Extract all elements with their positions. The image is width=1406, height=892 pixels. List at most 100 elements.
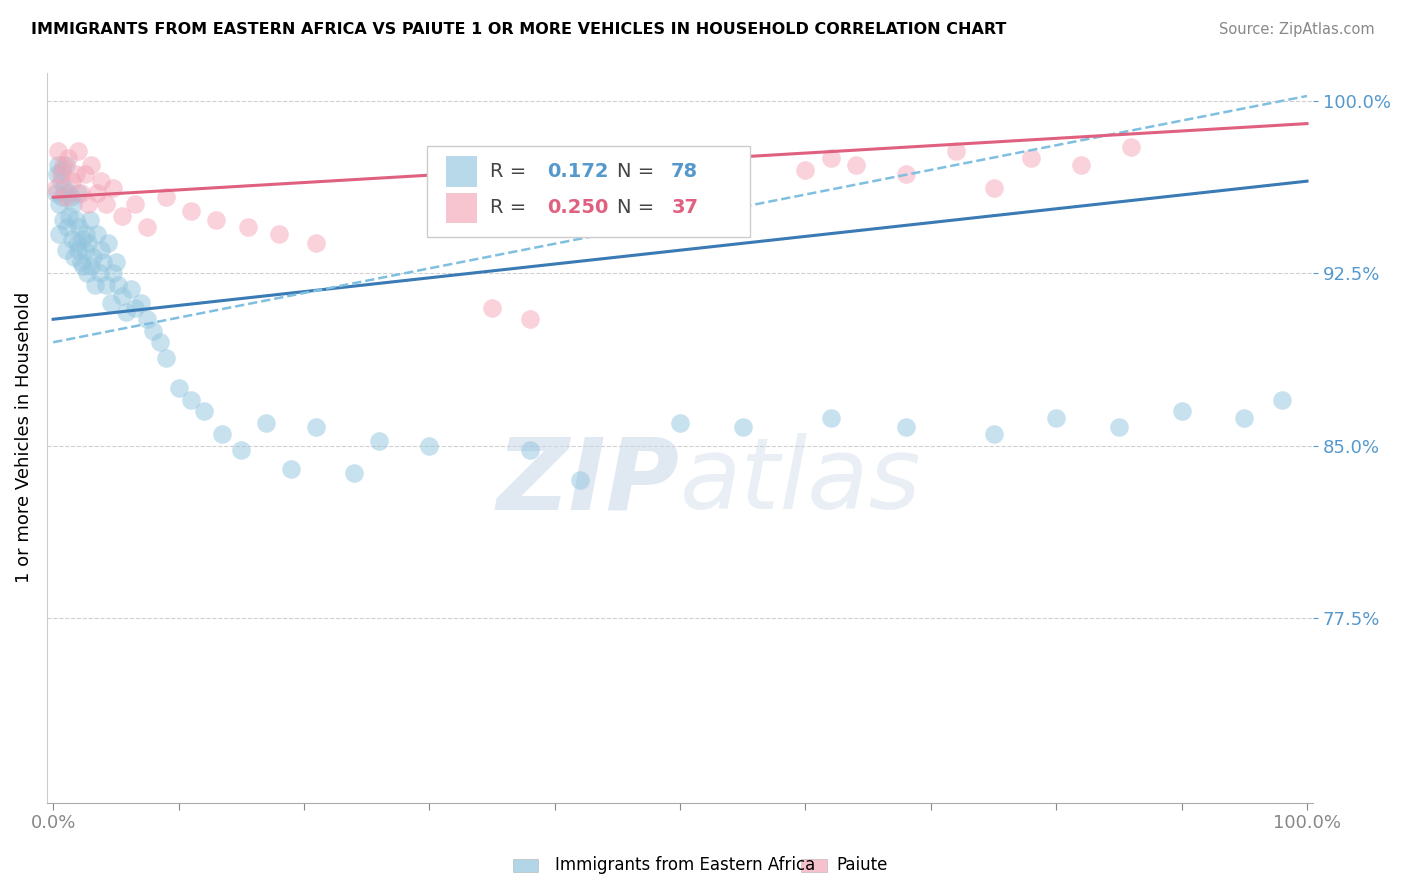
Point [51, 162, 73, 177]
Point [368, 434, 391, 449]
Point [120, 282, 142, 296]
Point [67, 186, 90, 200]
Point [794, 162, 817, 177]
Point [52, 158, 75, 172]
Point [519, 443, 541, 458]
Point [983, 427, 1005, 442]
Point [103, 266, 125, 280]
Point [267, 227, 290, 241]
Point [1233, 411, 1256, 425]
Point [305, 420, 328, 434]
Point [731, 420, 754, 434]
Point [1121, 139, 1143, 153]
Point [58, 209, 80, 223]
Point [76, 266, 98, 280]
Point [91, 254, 114, 268]
Point [66, 236, 89, 251]
Point [205, 213, 228, 227]
Text: R =: R = [491, 162, 533, 181]
Point [46, 145, 69, 159]
Point [83, 277, 105, 292]
Point [94, 197, 117, 211]
Point [820, 151, 842, 165]
Point [845, 158, 868, 172]
Point [155, 190, 177, 204]
Text: IMMIGRANTS FROM EASTERN AFRICA VS PAIUTE 1 OR MORE VEHICLES IN HOUSEHOLD CORRELA: IMMIGRANTS FROM EASTERN AFRICA VS PAIUTE… [31, 22, 1007, 37]
Point [945, 145, 967, 159]
Point [894, 420, 917, 434]
Point [80, 260, 103, 274]
Point [820, 411, 842, 425]
Point [124, 197, 146, 211]
Point [155, 351, 177, 366]
Point [60, 232, 83, 246]
Point [45, 186, 67, 200]
Point [1045, 411, 1067, 425]
Point [49, 174, 72, 188]
Point [77, 236, 100, 251]
Point [519, 312, 541, 326]
Point [49, 167, 72, 181]
Point [73, 243, 96, 257]
Point [103, 181, 125, 195]
Point [60, 174, 83, 188]
Point [1170, 404, 1192, 418]
Point [136, 220, 159, 235]
Point [136, 312, 159, 326]
Point [69, 220, 91, 235]
Text: 0.250: 0.250 [547, 198, 609, 218]
Point [48, 227, 70, 241]
Point [69, 254, 91, 268]
Bar [446, 193, 478, 223]
Point [55, 190, 77, 204]
Point [180, 392, 202, 407]
Point [180, 204, 202, 219]
Point [983, 181, 1005, 195]
FancyBboxPatch shape [427, 146, 749, 237]
Point [65, 213, 87, 227]
Point [52, 213, 75, 227]
Point [90, 243, 112, 257]
Point [89, 266, 111, 280]
Point [167, 381, 190, 395]
Point [48, 197, 70, 211]
Point [70, 232, 93, 246]
Point [100, 296, 122, 310]
Text: 0.172: 0.172 [547, 162, 609, 181]
Point [72, 260, 94, 274]
Point [129, 296, 152, 310]
Point [94, 277, 117, 292]
Point [115, 305, 138, 319]
Point [894, 167, 917, 181]
Text: N =: N = [617, 198, 661, 218]
Point [69, 186, 91, 200]
Point [111, 289, 134, 303]
Point [75, 227, 97, 241]
Point [59, 190, 82, 204]
Point [1108, 420, 1130, 434]
Point [73, 167, 96, 181]
Point [149, 335, 172, 350]
Point [86, 227, 108, 241]
Point [82, 250, 104, 264]
Point [79, 213, 101, 227]
Point [58, 151, 80, 165]
Point [55, 158, 77, 172]
Point [62, 197, 84, 211]
Point [107, 277, 129, 292]
Y-axis label: 1 or more Vehicles in Household: 1 or more Vehicles in Household [15, 293, 32, 583]
Point [65, 167, 87, 181]
Point [58, 186, 80, 200]
Point [568, 474, 591, 488]
Point [142, 324, 165, 338]
Text: Paiute: Paiute [837, 856, 889, 874]
Text: R =: R = [491, 198, 533, 218]
Text: Source: ZipAtlas.com: Source: ZipAtlas.com [1219, 22, 1375, 37]
Point [97, 236, 120, 251]
Text: atlas: atlas [681, 433, 922, 530]
Point [231, 443, 253, 458]
Point [305, 236, 328, 251]
Point [56, 220, 79, 235]
Point [1271, 392, 1294, 407]
Point [343, 467, 366, 481]
